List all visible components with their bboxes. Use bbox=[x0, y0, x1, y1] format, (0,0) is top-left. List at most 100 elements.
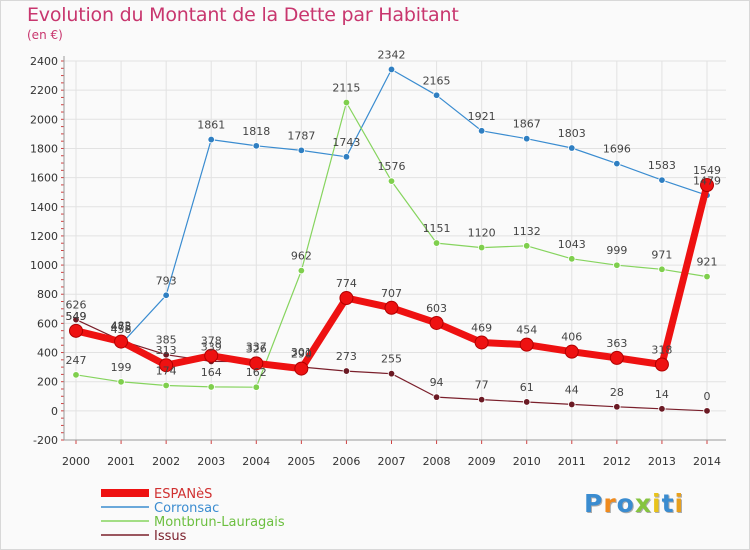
data-point-issus bbox=[72, 315, 80, 324]
chart-subtitle: (en €) bbox=[27, 28, 63, 42]
data-point-issus bbox=[568, 400, 576, 409]
data-label-issus: 482 bbox=[111, 320, 132, 333]
logo-letter: i bbox=[652, 489, 662, 518]
data-label-issus: 301 bbox=[291, 346, 312, 359]
data-label-issus: 28 bbox=[610, 386, 624, 399]
data-point-corronsac bbox=[342, 153, 351, 161]
data-point-montbrun-lauragais bbox=[207, 383, 215, 391]
data-point-montbrun-lauragais bbox=[72, 371, 80, 379]
data-label-espan-s: 603 bbox=[426, 302, 447, 315]
y-tick-label: 2000 bbox=[30, 113, 58, 126]
x-tick-label: 2003 bbox=[197, 455, 225, 468]
data-label-corronsac: 1818 bbox=[242, 125, 270, 138]
data-point-issus bbox=[342, 367, 351, 375]
data-label-montbrun-lauragais: 174 bbox=[156, 364, 177, 377]
data-point-espan-s bbox=[114, 334, 129, 349]
data-label-espan-s: 774 bbox=[336, 277, 357, 290]
data-label-espan-s: 378 bbox=[201, 335, 222, 348]
y-tick-label: 200 bbox=[37, 376, 58, 389]
data-label-montbrun-lauragais: 164 bbox=[201, 366, 222, 379]
y-tick-label: 2200 bbox=[30, 84, 58, 97]
legend-label: Issus bbox=[154, 529, 187, 544]
data-point-montbrun-lauragais bbox=[432, 239, 441, 247]
data-label-espan-s: 326 bbox=[246, 342, 267, 355]
data-point-montbrun-lauragais bbox=[297, 266, 306, 275]
data-labels: 549 458 793 1861 1818 1787 1743 2342 2165 1921 186… bbox=[66, 48, 722, 402]
data-point-espan-s bbox=[429, 315, 444, 330]
data-point-espan-s bbox=[384, 300, 399, 315]
x-tick-label: 2004 bbox=[242, 455, 270, 468]
data-label-corronsac: 2165 bbox=[423, 74, 451, 87]
data-label-issus: 273 bbox=[336, 350, 357, 363]
data-point-espan-s bbox=[69, 323, 83, 338]
data-label-espan-s: 707 bbox=[381, 287, 402, 300]
data-label-corronsac: 1743 bbox=[332, 136, 360, 149]
data-point-espan-s bbox=[654, 357, 669, 372]
data-point-issus bbox=[477, 395, 486, 404]
data-point-corronsac bbox=[162, 291, 170, 299]
data-point-corronsac bbox=[432, 91, 441, 99]
y-tick-label: 0 bbox=[51, 405, 58, 418]
data-point-montbrun-lauragais bbox=[387, 177, 396, 185]
y-tick-label: 2400 bbox=[30, 55, 58, 68]
y-tick-label: 800 bbox=[37, 288, 58, 301]
data-point-espan-s bbox=[249, 356, 264, 371]
data-label-corronsac: 549 bbox=[66, 310, 87, 323]
data-point-montbrun-lauragais bbox=[252, 383, 260, 391]
data-label-montbrun-lauragais: 1132 bbox=[513, 225, 541, 238]
data-point-espan-s bbox=[609, 350, 624, 365]
data-label-montbrun-lauragais: 1151 bbox=[423, 222, 451, 235]
x-tick-label: 2010 bbox=[513, 455, 541, 468]
data-label-issus: 61 bbox=[520, 381, 534, 394]
data-label-corronsac: 1861 bbox=[197, 119, 225, 132]
logo-letter: i bbox=[674, 489, 685, 518]
y-tick-label: 1400 bbox=[30, 201, 58, 214]
data-label-espan-s: 313 bbox=[156, 344, 177, 357]
data-point-issus bbox=[703, 407, 711, 415]
data-point-corronsac bbox=[297, 146, 306, 155]
data-point-espan-s bbox=[474, 335, 489, 350]
data-label-espan-s: 318 bbox=[651, 343, 672, 356]
data-label-montbrun-lauragais: 1576 bbox=[378, 160, 406, 173]
data-point-issus bbox=[432, 393, 441, 401]
data-point-issus bbox=[613, 403, 621, 411]
data-label-corronsac: 1803 bbox=[558, 127, 586, 140]
data-label-corronsac: 1867 bbox=[513, 118, 541, 131]
series-lines bbox=[69, 65, 714, 415]
y-tick-label: 1800 bbox=[30, 142, 58, 155]
x-tick-label: 2007 bbox=[378, 455, 406, 468]
data-point-montbrun-lauragais bbox=[658, 265, 666, 274]
data-point-montbrun-lauragais bbox=[523, 242, 531, 250]
data-label-issus: 94 bbox=[430, 376, 444, 389]
data-label-montbrun-lauragais: 999 bbox=[606, 244, 627, 257]
x-tick-label: 2012 bbox=[603, 455, 631, 468]
x-tick-label: 2001 bbox=[107, 455, 135, 468]
data-label-montbrun-lauragais: 921 bbox=[697, 256, 718, 269]
data-label-espan-s: 454 bbox=[516, 324, 537, 337]
data-label-espan-s: 549 bbox=[66, 310, 87, 323]
data-label-issus: 0 bbox=[704, 390, 711, 403]
data-label-montbrun-lauragais: 2115 bbox=[332, 82, 360, 95]
data-label-montbrun-lauragais: 1120 bbox=[468, 227, 496, 240]
data-label-corronsac: 1921 bbox=[468, 110, 496, 123]
x-tick-label: 2005 bbox=[287, 455, 315, 468]
x-tick-label: 2008 bbox=[423, 455, 451, 468]
data-label-corronsac: 458 bbox=[111, 323, 132, 336]
data-label-montbrun-lauragais: 162 bbox=[246, 366, 267, 379]
data-point-issus bbox=[523, 398, 531, 406]
data-label-montbrun-lauragais: 971 bbox=[651, 248, 672, 261]
data-label-corronsac: 2342 bbox=[378, 48, 406, 61]
data-point-espan-s bbox=[339, 291, 354, 306]
x-tick-label: 2011 bbox=[558, 455, 586, 468]
y-tick-label: -200 bbox=[33, 434, 58, 447]
axes: -200 0 200 400 600 800 1000 1200 1400 1600 1800 200… bbox=[30, 55, 726, 468]
x-tick-label: 2013 bbox=[648, 455, 676, 468]
logo-letter: P bbox=[584, 489, 604, 518]
proxiti-logo: Proxiti bbox=[584, 489, 684, 518]
x-tick-label: 2009 bbox=[468, 455, 496, 468]
data-label-issus: 339 bbox=[201, 340, 222, 353]
data-point-corronsac bbox=[252, 142, 260, 150]
data-point-corronsac bbox=[523, 134, 531, 143]
